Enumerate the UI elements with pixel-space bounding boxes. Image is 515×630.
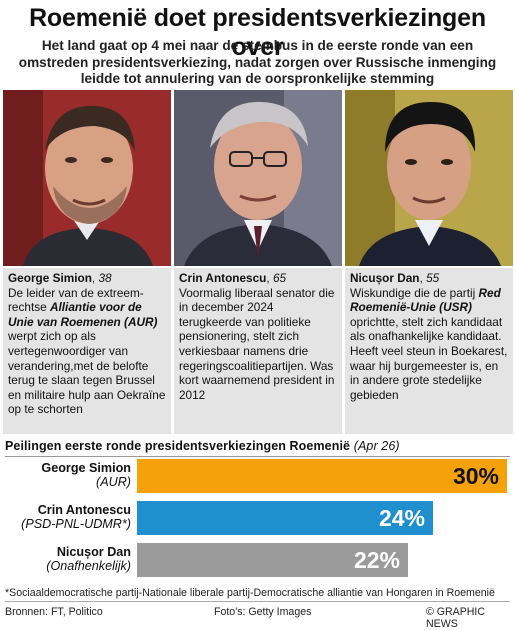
candidate-desc: Wiskundige die de partij	[350, 285, 479, 300]
bar-value-label: 24%	[378, 505, 425, 531]
bar-label-name: Crin Antonescu	[37, 503, 131, 517]
candidate-name: Crin Antonescu	[179, 271, 267, 285]
photo-credit: Foto's: Getty Images	[214, 606, 312, 618]
page-subtitle: Het land gaat op 4 mei naar de stembus i…	[18, 38, 497, 86]
poll-title-text: Peilingen eerste ronde presidentsverkiez…	[5, 439, 351, 453]
divider	[5, 456, 510, 457]
photo-crin-antonescu	[174, 90, 342, 266]
candidate-desc-rest: oprichtte, stelt zich kandidaat als onaf…	[350, 314, 508, 402]
poll-date: (Apr 26)	[353, 439, 400, 453]
candidate-name: George Simion	[8, 271, 92, 285]
candidate-age: 65	[272, 271, 287, 285]
bar-label-party: (AUR)	[96, 475, 131, 489]
bar	[137, 459, 507, 493]
candidate-desc-rest: werpt zich op als vertegenwoordiger van …	[8, 329, 166, 417]
candidate-desc: De leider van de extreem-rechtse	[8, 285, 144, 315]
bar	[137, 543, 408, 577]
photo-george-simion	[3, 90, 171, 266]
bar-value-label: 22%	[353, 547, 400, 573]
bar-label: George Simion (AUR)	[0, 461, 131, 489]
sources: Bronnen: FT, Politico	[5, 606, 103, 618]
bar-label-name: Nicușor Dan	[56, 545, 131, 559]
divider	[5, 601, 510, 602]
candidate-card-dan: Nicușor Dan, 55 Wiskundige die de partij…	[345, 268, 513, 434]
bar-label-name: George Simion	[41, 461, 131, 475]
copyright: © GRAPHIC NEWS	[426, 606, 486, 630]
candidate-age: 38	[98, 271, 112, 285]
bar	[137, 501, 433, 535]
bar-label: Nicușor Dan (Onafhenkelijk)	[0, 545, 131, 573]
footnote: *Sociaaldemocratische partij-Nationale l…	[5, 587, 495, 599]
candidate-name: Nicușor Dan	[350, 271, 420, 285]
candidate-card-simion: George Simion, 38 De leider van de extre…	[3, 268, 171, 434]
page-title: Roemenië doet presidentsverkiezingen ove…	[29, 4, 486, 61]
candidate-desc: Voormalig liberaal senator die in decemb…	[179, 285, 335, 402]
candidate-age: 55	[426, 271, 440, 285]
party-name: Alliantie voor de Unie van Roemenen (AUR…	[8, 300, 158, 329]
photo-nicusor-dan	[345, 90, 513, 266]
bar-label-party: (Onafhenkelijk)	[46, 559, 131, 573]
party-name: Red Roemenië-Unie (USR)	[350, 285, 501, 315]
poll-title: Peilingen eerste ronde presidentsverkiez…	[5, 439, 400, 453]
bar-label-party: (PSD-PNL-UDMR*)	[21, 517, 131, 531]
candidate-card-antonescu: Crin Antonescu, 65 Voormalig liberaal se…	[174, 268, 342, 434]
bar-value-label: 30%	[452, 463, 499, 489]
bar-label: Crin Antonescu (PSD-PNL-UDMR*)	[0, 503, 131, 531]
